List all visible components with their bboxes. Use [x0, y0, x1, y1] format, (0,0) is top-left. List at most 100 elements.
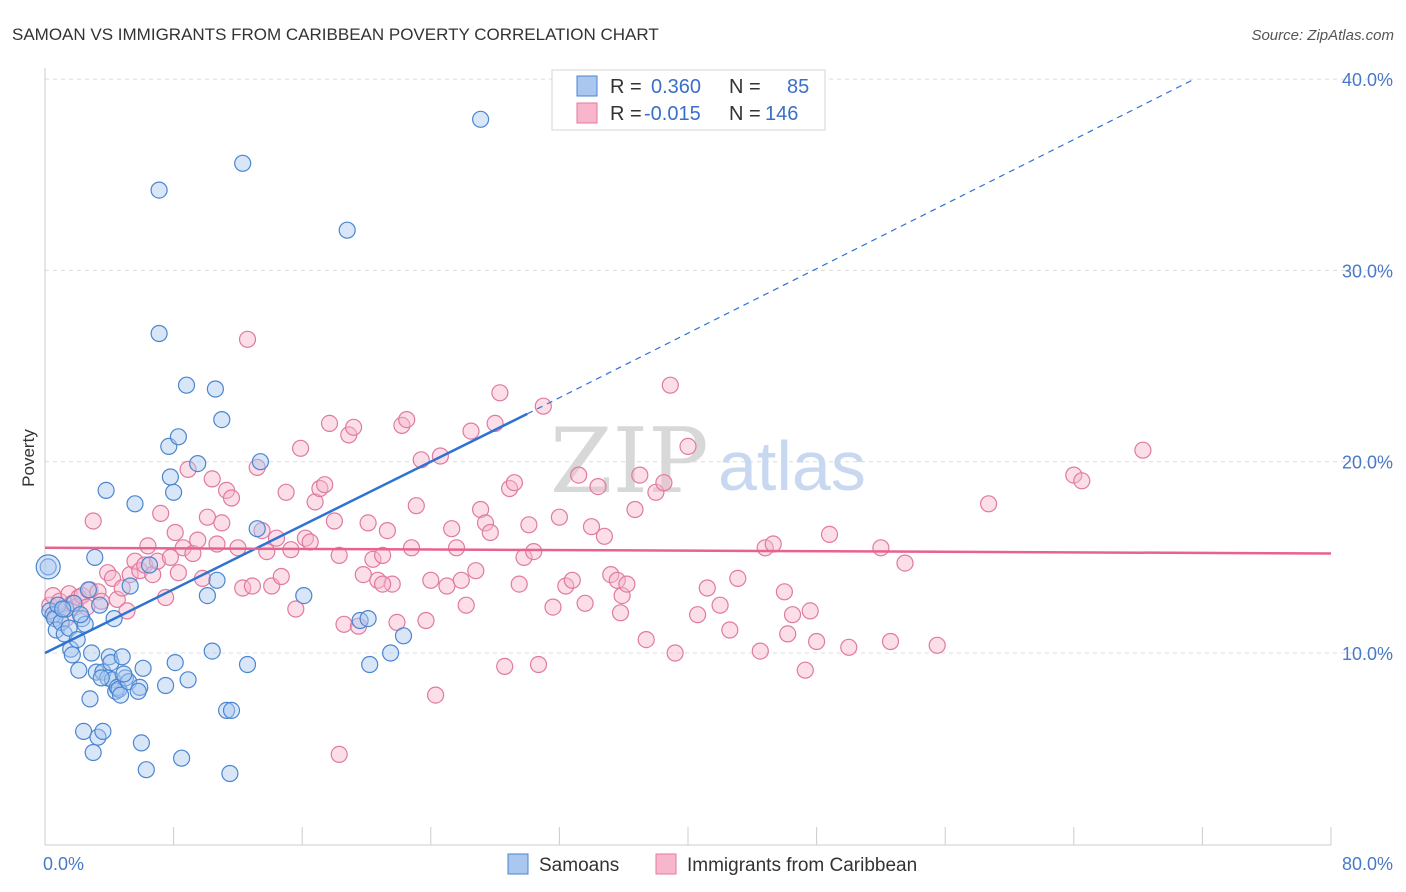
caribbean-point [301, 533, 319, 551]
samoans-point [81, 690, 99, 708]
samoans-point [238, 655, 257, 674]
samoans-point [179, 671, 197, 689]
samoans-point [165, 483, 183, 501]
samoans-point [39, 558, 57, 576]
caribbean-point [491, 384, 509, 402]
samoans-point [140, 556, 159, 574]
caribbean-point [378, 521, 396, 540]
caribbean-point [550, 508, 569, 526]
caribbean-point [525, 542, 543, 561]
samoans-point [100, 648, 118, 666]
legend-n-label-1: N = [729, 76, 761, 98]
samoans-point [54, 600, 72, 618]
samoans-point [94, 722, 112, 741]
samoans-point [359, 609, 377, 628]
samoans-point [126, 495, 144, 513]
samoans-point [361, 655, 379, 674]
caribbean-point [359, 514, 377, 532]
legend-r-label-2: R = [610, 103, 642, 125]
caribbean-point [166, 523, 184, 542]
caribbean-point [729, 569, 747, 588]
caribbean-point [764, 535, 782, 553]
caribbean-point [330, 546, 348, 565]
caribbean-point [443, 520, 461, 538]
caribbean-point [801, 602, 819, 620]
watermark-zip: ZIP [550, 409, 709, 514]
caribbean-point [608, 571, 626, 589]
bottom-legend-label-caribbean: Immigrants from Caribbean [687, 855, 917, 876]
y-tick-label: 10.0% [1342, 644, 1393, 664]
caribbean-point [144, 565, 162, 584]
caribbean-point [398, 411, 416, 429]
samoans-point [74, 722, 93, 741]
caribbean-point [277, 483, 295, 501]
caribbean-point [320, 414, 339, 432]
caribbean-point [534, 397, 552, 415]
samoans-point [71, 606, 90, 624]
legend-r-value-1: 0.360 [651, 76, 701, 98]
caribbean-point [595, 527, 614, 545]
caribbean-point [427, 686, 445, 704]
caribbean-point [505, 474, 524, 492]
samoans-point [248, 520, 266, 538]
samoans-point [213, 411, 231, 429]
caribbean-point [306, 493, 324, 511]
caribbean-point [422, 571, 440, 589]
caribbean-point [872, 539, 890, 557]
samoans-point [129, 682, 147, 700]
caribbean-point [679, 437, 697, 455]
samoans-point [35, 554, 61, 580]
y-tick-label: 20.0% [1342, 453, 1393, 473]
caribbean-point [775, 583, 794, 601]
samoans-point [91, 596, 109, 614]
y-tick-label: 30.0% [1342, 261, 1393, 281]
y-axis-label: Poverty [19, 429, 38, 487]
trend-lines [44, 78, 1332, 655]
caribbean-point [698, 579, 716, 597]
legend-n-value-1: 85 [787, 76, 809, 98]
caribbean-point [213, 514, 231, 532]
samoans-trend-extension [526, 78, 1195, 415]
samoans-point [150, 181, 168, 199]
caribbean-point [354, 565, 372, 584]
caribbean-point [345, 418, 363, 436]
samoans-point [115, 665, 133, 683]
samoans-point [150, 324, 168, 343]
samoans-point [189, 455, 207, 473]
caribbean-point [383, 575, 401, 593]
caribbean-point [457, 596, 475, 614]
caribbean-point [364, 550, 382, 568]
caribbean-point [751, 642, 769, 660]
caribbean-point [335, 615, 353, 633]
samoans-point [79, 581, 98, 599]
samoans-point [295, 586, 313, 605]
caribbean-point [881, 632, 900, 651]
samoans-point [137, 761, 155, 779]
legend-swatch-samoans [576, 75, 598, 97]
samoans-point [221, 764, 239, 783]
caribbean-point [496, 657, 514, 676]
caribbean-point [472, 500, 490, 519]
samoans-point [198, 586, 216, 605]
caribbean-point [272, 567, 290, 586]
samoans-point [222, 701, 241, 720]
caribbean-point [582, 518, 601, 536]
samoans-point [173, 749, 191, 767]
caribbean-point [570, 466, 588, 484]
samoans-point [97, 481, 115, 499]
caribbean-point [330, 745, 348, 764]
legend-r-label-1: R = [610, 76, 642, 98]
caribbean-point [238, 330, 257, 348]
chart-source: Source: ZipAtlas.com [1251, 27, 1394, 44]
y-tick-label: 40.0% [1342, 70, 1393, 90]
caribbean-point [576, 594, 594, 612]
caribbean-point [139, 537, 157, 555]
caribbean-point [169, 564, 187, 582]
samoans-point [177, 376, 196, 394]
caribbean-point [189, 531, 207, 549]
caribbean-point [1073, 472, 1091, 490]
samoans-point [157, 676, 175, 695]
samoans-point [472, 110, 490, 128]
samoans-point [132, 734, 150, 752]
